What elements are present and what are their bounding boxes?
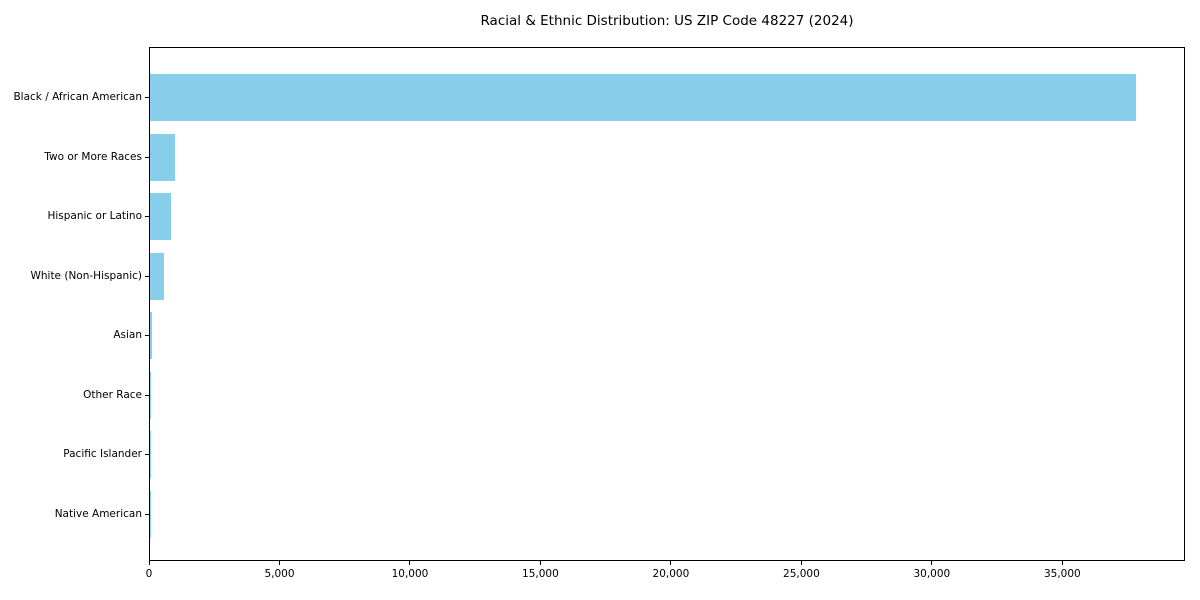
bar [150,193,172,241]
bar-row [150,187,1184,247]
bar-row [150,247,1184,307]
y-tick-label: Asian [113,329,142,342]
x-tick-mark [931,561,933,565]
y-tick-label: Black / African American [13,91,142,104]
x-axis: 0 5,000 10,000 15,000 20,000 25,000 30,000 35,0… [145,561,1185,593]
y-tick-mark [145,216,149,218]
bar-row [150,68,1184,128]
y-tick-mark [145,335,149,337]
x-tick-mark [670,561,672,565]
bar-row [150,306,1184,366]
x-tick-label: 10,000 [391,568,429,580]
x-tick-mark [278,561,280,565]
bar [150,312,152,360]
y-label-row: Other Race [0,366,149,426]
bar [150,252,165,300]
y-tick-label: Hispanic or Latino [47,210,142,223]
x-tick-mark [409,561,411,565]
y-tick-mark [145,275,149,277]
y-label-row: White (Non-Hispanic) [0,247,149,307]
bar [150,371,151,419]
y-tick-mark [145,156,149,158]
x-tick-label: 0 [145,568,153,580]
x-tick-label: 20,000 [652,568,690,580]
bar-row [150,425,1184,485]
y-tick-mark [145,394,149,396]
y-axis: Black / African American Two or More Race… [0,48,149,560]
y-tick-label: Two or More Races [44,150,142,163]
y-tick-label: Other Race [83,388,142,401]
bar [150,133,176,181]
y-tick-label: Native American [54,507,142,520]
y-label-row: Pacific Islander [0,425,149,485]
y-label-row: Black / African American [0,68,149,128]
x-tick-mark [148,561,150,565]
bar-row [150,128,1184,188]
y-tick-mark [145,97,149,99]
y-tick-label: White (Non-Hispanic) [30,269,142,282]
bar-row [150,485,1184,545]
bar [150,74,1137,122]
y-label-row: Asian [0,306,149,366]
x-tick-mark [800,561,802,565]
y-tick-label: Pacific Islander [63,448,142,461]
x-tick-label: 35,000 [1043,568,1081,580]
x-tick-label: 25,000 [783,568,820,580]
x-tick-label: 15,000 [522,568,559,580]
bar [150,490,151,538]
plot-area [149,47,1185,561]
x-tick-label: 30,000 [913,568,951,580]
x-tick-mark [1061,561,1063,565]
x-tick-mark [539,561,541,565]
y-label-row: Native American [0,485,149,545]
y-label-row: Two or More Races [0,128,149,188]
y-tick-mark [145,513,149,515]
y-label-row: Hispanic or Latino [0,187,149,247]
y-tick-mark [145,454,149,456]
chart-title: Racial & Ethnic Distribution: US ZIP Cod… [480,13,854,29]
bar-row [150,366,1184,426]
x-tick-label: 5,000 [264,568,295,580]
